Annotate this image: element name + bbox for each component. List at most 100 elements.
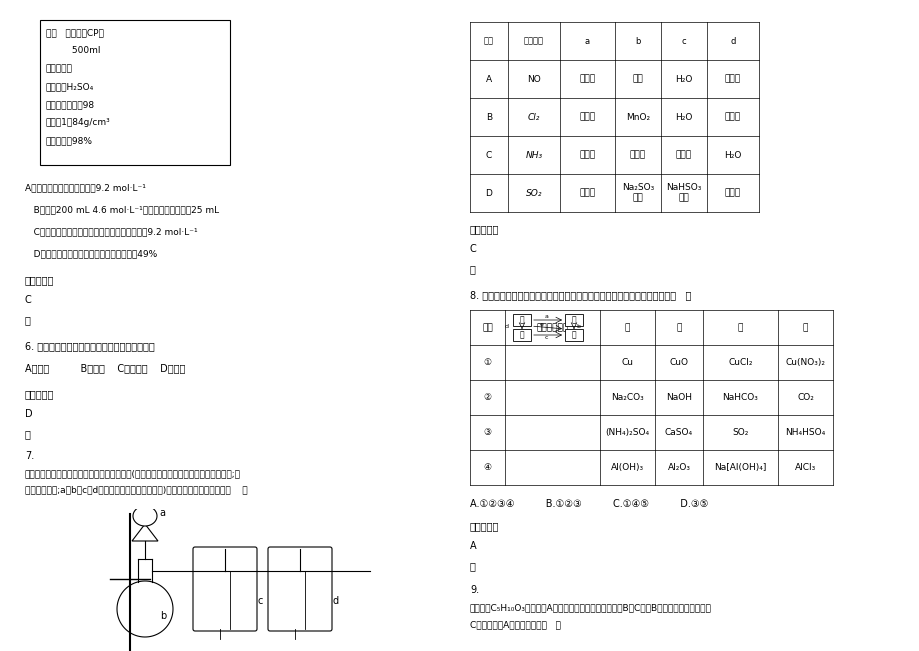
Text: Na₂CO₃: Na₂CO₃ <box>610 393 643 402</box>
Text: (NH₄)₂SO₄: (NH₄)₂SO₄ <box>605 428 649 437</box>
Bar <box>564 314 583 326</box>
Text: 物质转化关系: 物质转化关系 <box>536 323 568 332</box>
Bar <box>513 329 530 341</box>
Text: d: d <box>730 36 735 46</box>
Text: c: c <box>681 36 686 46</box>
Text: 稀硝酸: 稀硝酸 <box>579 74 595 83</box>
Text: 500ml: 500ml <box>46 46 100 55</box>
Text: SO₂: SO₂ <box>732 428 748 437</box>
Text: A: A <box>485 74 492 83</box>
Text: 制取气体: 制取气体 <box>524 36 543 46</box>
Text: 参考答案：: 参考答案： <box>470 224 499 234</box>
Text: 甲: 甲 <box>519 316 524 324</box>
Text: Cu: Cu <box>621 358 633 367</box>
Text: 乙: 乙 <box>675 323 681 332</box>
Text: 丙: 丙 <box>571 331 575 340</box>
Text: C: C <box>470 244 476 254</box>
Text: e: e <box>539 322 543 327</box>
Text: Na₂SO₃
粉末: Na₂SO₃ 粉末 <box>621 184 653 202</box>
Text: 8. 下表所列各组物质中，物质之间通过一步反应就能实现如图所示转化的是（   ）: 8. 下表所列各组物质中，物质之间通过一步反应就能实现如图所示转化的是（ ） <box>470 290 690 300</box>
Text: SO₂: SO₂ <box>525 189 541 197</box>
Text: NaHSO₃
溶液: NaHSO₃ 溶液 <box>665 184 701 202</box>
Text: d: d <box>333 596 339 606</box>
Text: c: c <box>257 596 263 606</box>
Text: 参考答案：: 参考答案： <box>25 389 54 399</box>
Text: b: b <box>575 324 579 329</box>
Text: d: d <box>505 324 508 329</box>
Text: 浓硫酸: 浓硫酸 <box>675 150 691 159</box>
Text: 铜片: 铜片 <box>632 74 642 83</box>
Text: 硫酸   化学纯（CP）: 硫酸 化学纯（CP） <box>46 28 104 37</box>
Polygon shape <box>133 506 157 526</box>
Text: A: A <box>470 541 476 551</box>
Text: Na[Al(OH)₄]: Na[Al(OH)₄] <box>713 463 766 472</box>
Text: 拟用下图所示装置制取四种干燥、纯净的气体(图中加热装置和气体的收集装置均已略去;必: 拟用下图所示装置制取四种干燥、纯净的气体(图中加热装置和气体的收集装置均已略去;… <box>25 469 241 478</box>
Text: AlCl₃: AlCl₃ <box>794 463 815 472</box>
Text: 碱石灰: 碱石灰 <box>630 150 645 159</box>
Text: 略: 略 <box>25 315 31 325</box>
Text: 9.: 9. <box>470 585 479 595</box>
Text: 丁: 丁 <box>802 323 807 332</box>
Text: 略: 略 <box>470 264 475 274</box>
Text: a: a <box>544 314 549 319</box>
Text: NO: NO <box>527 74 540 83</box>
Text: 浓氨水: 浓氨水 <box>579 150 595 159</box>
Text: Al₂O₃: Al₂O₃ <box>667 463 690 472</box>
FancyBboxPatch shape <box>267 547 332 631</box>
Bar <box>513 314 530 326</box>
Text: c: c <box>544 335 548 340</box>
Text: D: D <box>485 189 492 197</box>
Text: NH₃: NH₃ <box>525 150 542 159</box>
Text: B、配制200 mL 4.6 mol·L⁻¹的稀硫酸需取该硫酸25 mL: B、配制200 mL 4.6 mol·L⁻¹的稀硫酸需取该硫酸25 mL <box>25 205 219 214</box>
Text: 密度：1．84g/cm³: 密度：1．84g/cm³ <box>46 118 110 127</box>
Text: CuCl₂: CuCl₂ <box>728 358 752 367</box>
Text: NaOH: NaOH <box>665 393 691 402</box>
Text: 6. 下列物质中，水解的最终产物不含葡萄糖的是: 6. 下列物质中，水解的最终产物不含葡萄糖的是 <box>25 341 154 351</box>
Text: 参考答案：: 参考答案： <box>470 521 499 531</box>
Text: CuO: CuO <box>669 358 687 367</box>
Text: CaSO₄: CaSO₄ <box>664 428 692 437</box>
Text: 丙: 丙 <box>737 323 743 332</box>
Text: 化学式：H₂SO₄: 化学式：H₂SO₄ <box>46 82 94 91</box>
Text: 浓硫酸: 浓硫酸 <box>724 113 741 122</box>
Text: A．蔗糖          B．淀粉    C．纤维素    D．油脂: A．蔗糖 B．淀粉 C．纤维素 D．油脂 <box>25 363 185 373</box>
Text: 相对分子质量：98: 相对分子质量：98 <box>46 100 95 109</box>
Text: 7.: 7. <box>25 451 34 461</box>
Text: ②: ② <box>482 393 491 402</box>
Text: b: b <box>635 36 640 46</box>
Text: ③: ③ <box>482 428 491 437</box>
Text: C、该硫酸与等体积的水混合后所得溶液浓度为9.2 mol·L⁻¹: C、该硫酸与等体积的水混合后所得溶液浓度为9.2 mol·L⁻¹ <box>25 227 198 236</box>
Text: 要时可以加热;a、b、c、d表示相应仪器中加入的试剂)。其中不能达到目的的是（    ）: 要时可以加热;a、b、c、d表示相应仪器中加入的试剂)。其中不能达到目的的是（ … <box>25 485 247 494</box>
Text: 浓硫酸: 浓硫酸 <box>724 74 741 83</box>
Text: MnO₂: MnO₂ <box>625 113 650 122</box>
Text: C，则有机物A的可能结构有（   ）: C，则有机物A的可能结构有（ ） <box>470 620 561 629</box>
Text: B: B <box>485 113 492 122</box>
FancyBboxPatch shape <box>193 547 256 631</box>
Text: 略: 略 <box>470 561 475 571</box>
Text: 分子式为C₅H₁₀O₃的有机物A，它能在酸性条件下水解生成B和C，且B在一定条件下能转化成: 分子式为C₅H₁₀O₃的有机物A，它能在酸性条件下水解生成B和C，且B在一定条件… <box>470 603 711 612</box>
Bar <box>40 20 230 165</box>
Text: 浓盐酸: 浓盐酸 <box>579 189 595 197</box>
Polygon shape <box>117 581 173 637</box>
Text: CO₂: CO₂ <box>796 393 813 402</box>
Text: 品名：硫酸: 品名：硫酸 <box>46 64 73 73</box>
Text: a: a <box>584 36 589 46</box>
Text: A、该硫酸的物质的量浓度为9.2 mol·L⁻¹: A、该硫酸的物质的量浓度为9.2 mol·L⁻¹ <box>25 183 146 192</box>
Text: 丁: 丁 <box>519 331 524 340</box>
Text: a: a <box>159 508 165 518</box>
Text: Al(OH)₃: Al(OH)₃ <box>610 463 643 472</box>
Text: A.①②③④          B.①②③          C.①④⑤          D.③⑤: A.①②③④ B.①②③ C.①④⑤ D.③⑤ <box>470 499 708 509</box>
Text: ④: ④ <box>482 463 491 472</box>
Polygon shape <box>131 524 158 541</box>
Text: NaHCO₃: NaHCO₃ <box>721 393 757 402</box>
Text: D: D <box>25 409 32 419</box>
Text: 选项: 选项 <box>483 36 494 46</box>
Text: D、该硫酸与等体积水混合后质量分数大于49%: D、该硫酸与等体积水混合后质量分数大于49% <box>25 249 157 258</box>
Text: Cu(NO₃)₂: Cu(NO₃)₂ <box>785 358 824 367</box>
Text: 参考答案：: 参考答案： <box>25 275 54 285</box>
Text: 质量分数：98%: 质量分数：98% <box>46 136 93 145</box>
Text: NH₄HSO₄: NH₄HSO₄ <box>785 428 824 437</box>
Text: 甲: 甲 <box>624 323 630 332</box>
Bar <box>564 329 583 341</box>
Text: C: C <box>485 150 492 159</box>
